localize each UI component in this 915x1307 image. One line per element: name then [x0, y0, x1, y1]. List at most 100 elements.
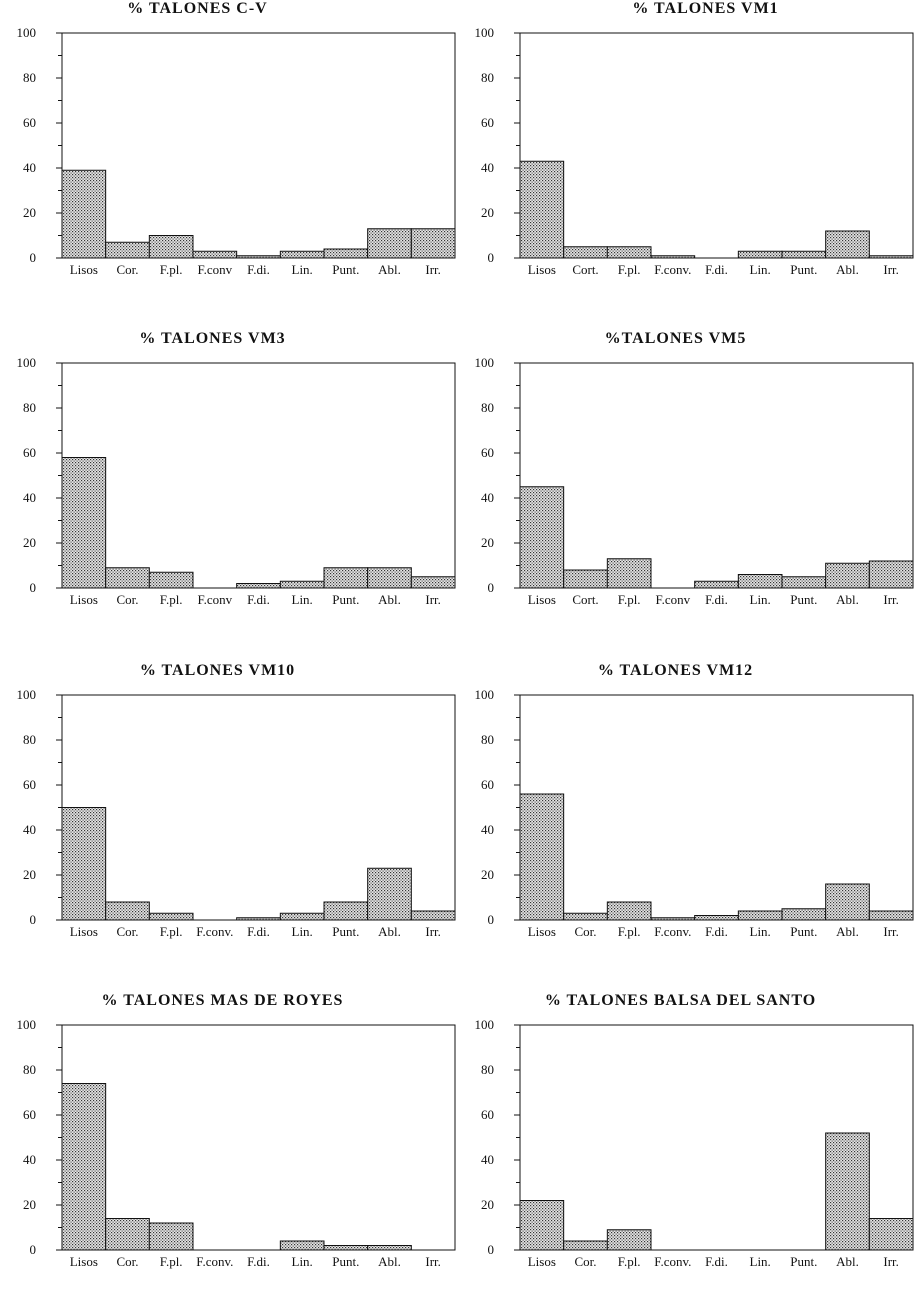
y-tick-label: 20: [23, 1197, 36, 1212]
bar: [105, 567, 150, 589]
bar-chart: 0 20 40 60 80 100 Lisos Cor. F.pl. F.conv F.di. Lin…: [17, 25, 456, 277]
bar: [563, 912, 608, 921]
y-tick-label: 20: [23, 867, 36, 882]
y-tick-label: 80: [23, 400, 36, 415]
bar: [148, 571, 194, 589]
bar: [737, 574, 783, 589]
bar: [781, 250, 827, 259]
x-tick-label: Lisos: [70, 924, 98, 939]
bar: [519, 1200, 565, 1251]
bar: [694, 915, 739, 921]
x-tick-label: Irr.: [883, 924, 899, 939]
bar-chart: 0 20 40 60 80 100 Lisos Cor. F.pl. F.conv. F.di. Li…: [17, 1017, 456, 1269]
chart-title: % TALONES MAS DE ROYES: [101, 992, 344, 1009]
y-tick-label: 100: [17, 25, 37, 40]
x-tick-label: Cort.: [572, 592, 598, 607]
bar: [563, 569, 608, 589]
bar: [606, 1229, 652, 1251]
x-tick-label: F.pl.: [618, 262, 641, 277]
x-tick-label: Cort.: [572, 262, 598, 277]
x-tick-label: Irr.: [883, 1254, 899, 1269]
x-tick-label: Lisos: [528, 592, 556, 607]
x-tick-label: Punt.: [332, 262, 359, 277]
y-tick-label: 80: [23, 70, 36, 85]
bar: [650, 255, 696, 259]
y-tick-label: 0: [488, 912, 495, 927]
bar-chart: 0 20 40 60 80 100 Lisos Cor. F.pl. F.conv. F.di. Li…: [475, 687, 914, 939]
chart-panel-vm5: %TALONES VM5 0 20 40 60 80 100 Lisos Cort. F.pl.…: [458, 330, 914, 645]
x-tick-label: Irr.: [425, 1254, 441, 1269]
x-tick-label: Lin.: [750, 1254, 771, 1269]
chart-panel-vm12: % TALONES VM12 0 20 40 60 80 100 Lisos Cor. F.pl…: [458, 662, 914, 977]
bar: [279, 580, 325, 589]
x-tick-label: Lisos: [528, 1254, 556, 1269]
x-tick-label: Cor.: [116, 592, 138, 607]
x-tick-label: Punt.: [332, 924, 359, 939]
bar: [519, 793, 565, 921]
x-tick-label: Abl.: [836, 924, 859, 939]
bar: [410, 910, 456, 921]
y-tick-label: 0: [488, 1242, 495, 1257]
bar: [236, 583, 281, 589]
bar: [737, 910, 783, 921]
y-tick-label: 80: [481, 732, 494, 747]
x-tick-label: F.di.: [705, 924, 728, 939]
chart-panel-vm10: % TALONES VM10 0 20 40 60 80 100 Lisos Cor. F.pl…: [0, 662, 456, 977]
chart-title: % TALONES VM3: [139, 330, 286, 347]
chart-title: % TALONES C-V: [127, 0, 268, 17]
x-tick-label: F.pl.: [160, 262, 183, 277]
bar: [61, 169, 107, 259]
x-tick-label: Cor.: [574, 924, 596, 939]
y-tick-label: 40: [481, 822, 494, 837]
bar: [694, 580, 739, 589]
x-tick-label: F.di.: [247, 592, 270, 607]
y-tick-label: 80: [481, 1062, 494, 1077]
x-tick-label: Lin.: [750, 592, 771, 607]
x-tick-label: Irr.: [425, 592, 441, 607]
y-tick-label: 80: [481, 70, 494, 85]
y-tick-label: 20: [481, 867, 494, 882]
chart-title: % TALONES VM10: [139, 662, 296, 679]
bar: [61, 807, 107, 921]
plot-frame: [519, 32, 914, 259]
y-tick-label: 20: [481, 1197, 494, 1212]
bar: [105, 241, 150, 259]
bar: [323, 901, 369, 921]
bar-chart: 0 20 40 60 80 100 Lisos Cort. F.pl. F.conv. F.di. L…: [475, 25, 914, 277]
chart-title: % TALONES BALSA DEL SANTO: [544, 992, 817, 1009]
y-tick-label: 100: [475, 687, 495, 702]
bar: [563, 1240, 608, 1251]
bar: [148, 1222, 194, 1251]
bar: [606, 558, 652, 589]
plot-frame: [519, 362, 914, 589]
bar: [650, 917, 696, 921]
x-tick-label: F.di.: [247, 1254, 270, 1269]
bar: [606, 246, 652, 259]
y-tick-label: 40: [23, 1152, 36, 1167]
y-tick-label: 100: [17, 1017, 37, 1032]
chart-title: % TALONES VM12: [597, 662, 754, 679]
y-tick-label: 80: [481, 400, 494, 415]
x-tick-label: F.di.: [705, 1254, 728, 1269]
x-tick-label: F.pl.: [160, 1254, 183, 1269]
bar-chart: 0 20 40 60 80 100 Lisos Cor. F.pl. F.conv. F.di. Li…: [17, 687, 456, 939]
y-tick-label: 40: [23, 160, 36, 175]
x-tick-label: Abl.: [836, 262, 859, 277]
chart-panel-vm3: % TALONES VM3 0 20 40 60 80 100 Lisos Cor. F.pl.…: [0, 330, 456, 645]
x-tick-label: Cor.: [574, 1254, 596, 1269]
x-tick-label: Irr.: [425, 262, 441, 277]
bar: [563, 246, 608, 259]
x-tick-label: F.di.: [705, 262, 728, 277]
y-tick-label: 0: [30, 250, 37, 265]
x-tick-label: Punt.: [790, 1254, 817, 1269]
bar-chart: 0 20 40 60 80 100 Lisos Cor. F.pl. F.conv. F.di. Li…: [475, 1017, 914, 1269]
y-tick-label: 100: [17, 687, 37, 702]
bar: [825, 883, 870, 921]
chart-panel-mas-de-royes: % TALONES MAS DE ROYES 0 20 40 60 80 100 Lisos…: [0, 992, 456, 1307]
y-tick-label: 100: [475, 25, 495, 40]
bar: [868, 1218, 914, 1251]
x-tick-label: F.conv.: [654, 262, 691, 277]
x-tick-label: Lin.: [292, 262, 313, 277]
x-tick-label: F.di.: [247, 262, 270, 277]
y-tick-label: 0: [30, 1242, 37, 1257]
